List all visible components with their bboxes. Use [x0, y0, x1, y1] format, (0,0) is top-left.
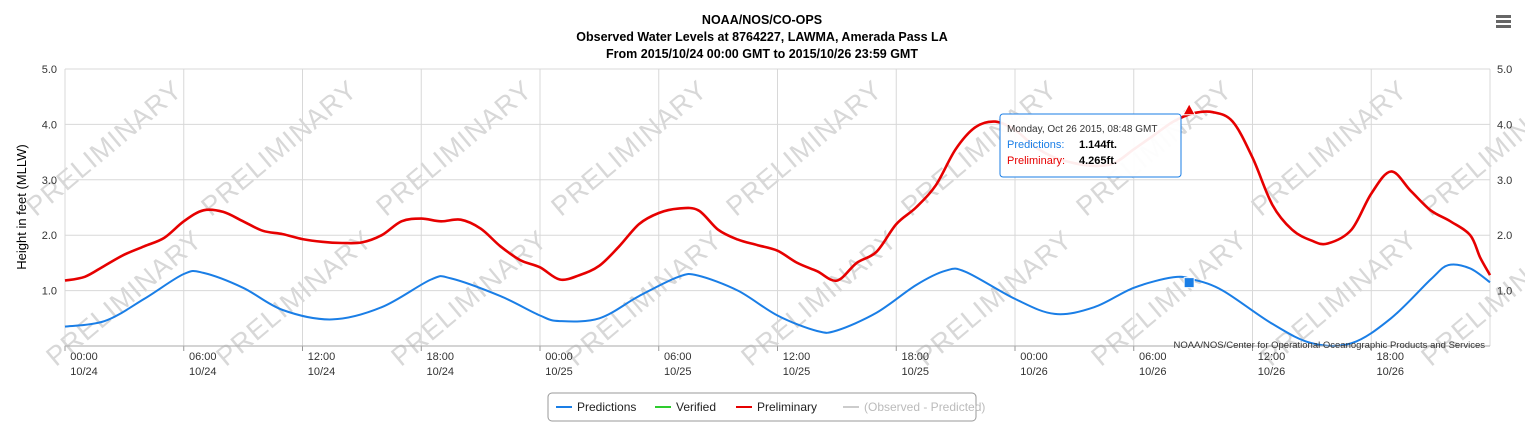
watermark-text: PRELIMINARY: [385, 224, 553, 371]
x-tick-date: 10/25: [545, 366, 573, 378]
watermark-text: PRELIMINARY: [910, 224, 1078, 371]
watermark-text: PRELIMINARY: [720, 74, 888, 221]
legend-label: Predictions: [577, 400, 636, 414]
y-axis-label: Height in feet (MLLW): [14, 144, 29, 269]
x-tick-date: 10/24: [308, 366, 336, 378]
x-tick-time: 18:00: [901, 351, 929, 363]
watermark-text: PRELIMINARY: [1415, 74, 1525, 221]
x-tick-date: 10/26: [1139, 366, 1167, 378]
watermark-text: PRELIMINARY: [40, 224, 208, 371]
x-tick-date: 10/24: [70, 366, 98, 378]
x-tick-date: 10/25: [901, 366, 929, 378]
x-tick-date: 10/24: [189, 366, 217, 378]
y-tick-label-left: 1.0: [42, 286, 57, 298]
x-tick-time: 06:00: [664, 351, 692, 363]
tooltip-preliminary-label: Preliminary:: [1007, 155, 1065, 167]
series-layer: [64, 102, 1492, 348]
watermark-text: PRELIMINARY: [210, 224, 378, 371]
x-tick-date: 10/24: [426, 366, 454, 378]
legend-item-verified[interactable]: Verified: [655, 400, 716, 414]
y-tick-label-right: 5.0: [1497, 64, 1512, 76]
x-tick-time: 18:00: [1376, 351, 1404, 363]
watermark-text: PRELIMINARY: [20, 74, 188, 221]
x-tick-date: 10/25: [664, 366, 692, 378]
chart-title-line3: From 2015/10/24 00:00 GMT to 2015/10/26 …: [606, 47, 918, 61]
data-tooltip: Monday, Oct 26 2015, 08:48 GMT Predictio…: [999, 113, 1182, 178]
credit-text: NOAA/NOS/Center for Operational Oceanogr…: [1173, 340, 1485, 351]
watermark-text: PRELIMINARY: [560, 224, 728, 371]
tooltip-predictions-label: Predictions:: [1007, 139, 1064, 151]
preliminary-series-line: [64, 110, 1492, 283]
legend-label: Preliminary: [757, 400, 817, 414]
y-tick-label-right: 3.0: [1497, 175, 1512, 187]
legend-item-predictions[interactable]: Predictions: [556, 400, 636, 414]
watermark-text: PRELIMINARY: [195, 74, 363, 221]
x-tick-time: 06:00: [189, 351, 217, 363]
legend-label: Verified: [676, 400, 716, 414]
legend-label: (Observed - Predicted): [864, 400, 985, 414]
preliminary-hover-marker: [1182, 102, 1197, 116]
x-tick-time: 00:00: [545, 351, 573, 363]
chart-title-line2: Observed Water Levels at 8764227, LAWMA,…: [576, 30, 947, 44]
legend-item-preliminary[interactable]: Preliminary: [736, 400, 817, 414]
x-tick-time: 12:00: [308, 351, 336, 363]
x-tick-time: 00:00: [70, 351, 98, 363]
x-tick-date: 10/26: [1020, 366, 1048, 378]
x-tick-time: 12:00: [783, 351, 811, 363]
axes-layer: 1.0 1.0 2.0 2.0 3.0 3.0 4.0 4.0 5.0 5.0 00:00 10/24…: [42, 64, 1513, 378]
tooltip-preliminary-value: 4.265ft.: [1079, 155, 1117, 167]
predictions-hover-marker: [1183, 277, 1195, 289]
x-tick-time: 06:00: [1139, 351, 1167, 363]
y-tick-label-left: 5.0: [42, 64, 57, 76]
predictions-series-line: [64, 263, 1491, 348]
x-tick-date: 10/26: [1258, 366, 1286, 378]
watermark-text: PRELIMINARY: [370, 74, 538, 221]
y-tick-label-left: 3.0: [42, 175, 57, 187]
y-tick-label-left: 2.0: [42, 230, 57, 242]
y-tick-label-right: 1.0: [1497, 286, 1512, 298]
chart-title-line1: NOAA/NOS/CO-OPS: [702, 13, 822, 27]
tooltip-predictions-value: 1.144ft.: [1079, 139, 1117, 151]
x-tick-time: 00:00: [1020, 351, 1048, 363]
y-tick-label-right: 4.0: [1497, 119, 1512, 131]
tooltip-header: Monday, Oct 26 2015, 08:48 GMT: [1007, 124, 1157, 135]
x-tick-date: 10/26: [1376, 366, 1404, 378]
legend-item-observed-predicted[interactable]: (Observed - Predicted): [843, 400, 985, 414]
y-tick-label-right: 2.0: [1497, 230, 1512, 242]
x-tick-time: 12:00: [1258, 351, 1286, 363]
watermark-text: PRELIMINARY: [545, 74, 713, 221]
chart-legend: Predictions Verified Preliminary (Observed …: [547, 392, 985, 422]
x-tick-time: 18:00: [426, 351, 454, 363]
hamburger-menu-icon[interactable]: [1492, 12, 1514, 32]
x-tick-date: 10/25: [783, 366, 811, 378]
y-tick-label-left: 4.0: [42, 119, 57, 131]
